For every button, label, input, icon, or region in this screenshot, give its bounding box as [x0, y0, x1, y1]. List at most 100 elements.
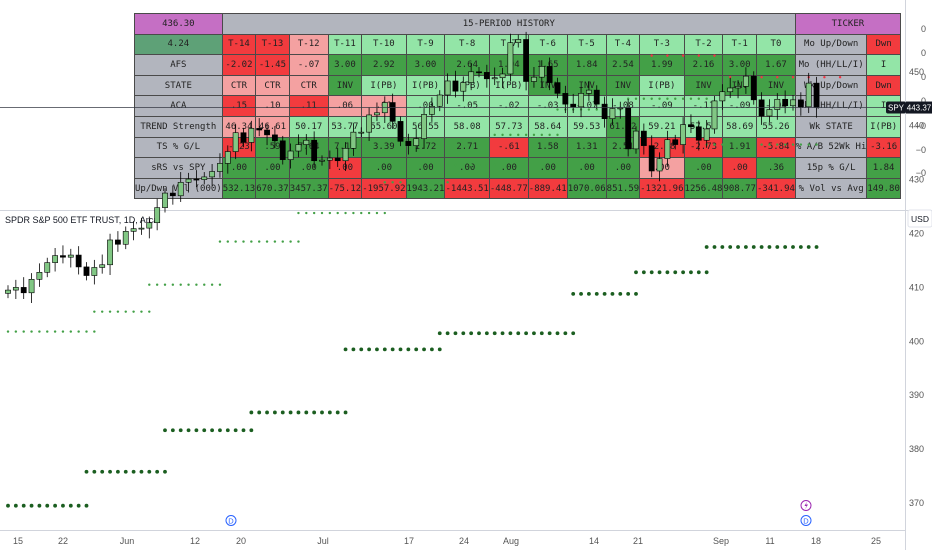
dark-dot: [45, 503, 50, 508]
table-row: 4.24T-14T-13T-12T-11T-10T-9T-8T-7T-6T-5T…: [134, 33, 901, 56]
green-dot: [485, 163, 489, 167]
green-dot: [556, 108, 559, 111]
time-axis-label: 22: [58, 536, 68, 546]
history-cell: 1070.06: [566, 177, 607, 200]
green-dot: [799, 143, 803, 146]
candle-body: [28, 279, 35, 294]
dark-dot: [681, 270, 685, 275]
dark-dot: [100, 469, 105, 474]
candle-body: [719, 91, 726, 102]
dark-dot: [367, 347, 371, 352]
time-axis-label: 18: [811, 536, 821, 546]
dark-dot: [68, 503, 73, 508]
green-dot: [642, 97, 646, 100]
green-dot: [265, 240, 269, 243]
candle-body: [256, 128, 263, 131]
history-cell: 3.39: [361, 136, 407, 159]
red-dot: [823, 75, 826, 79]
history-cell: 59.21: [639, 115, 685, 138]
dark-dot: [422, 347, 426, 352]
green-dot: [210, 283, 214, 286]
candle-body: [593, 89, 600, 105]
candle-body: [476, 71, 482, 74]
dark-dot: [437, 331, 442, 336]
history-cell: 2.16: [683, 54, 724, 76]
candle-body: [758, 99, 765, 117]
dividend-marker-text: D: [228, 517, 234, 526]
green-dot: [674, 97, 677, 100]
dark-dot: [186, 428, 191, 433]
green-dot: [367, 211, 371, 215]
dark-dot: [571, 291, 576, 296]
candlesticks: [5, 31, 820, 304]
dark-dot: [249, 410, 254, 415]
chart-title: SPDR S&P 500 ETF TRUST, 1D, Arca: [5, 215, 158, 225]
candle-body: [531, 76, 537, 82]
green-dot: [53, 330, 57, 333]
time-axis-label: 15: [13, 536, 23, 546]
history-cell: -.09: [639, 95, 685, 117]
dark-dot: [155, 469, 160, 474]
history-cell: T-14: [221, 33, 257, 56]
green-dot: [752, 143, 755, 146]
candle-body: [735, 86, 741, 89]
candle-body: [625, 107, 632, 150]
history-cell: .00: [722, 157, 757, 179]
candle-body: [342, 148, 349, 162]
event-marker-1[interactable]: D: [225, 515, 237, 526]
candle-body: [680, 124, 686, 145]
candle-body: [12, 287, 19, 291]
green-dot: [108, 310, 112, 313]
green-dot: [218, 240, 222, 243]
dark-dot: [382, 347, 387, 352]
candle-body: [44, 262, 51, 273]
green-dot: [148, 310, 151, 313]
dividend-marker-text: D: [803, 517, 809, 526]
green-dot: [556, 133, 559, 137]
history-cell: .00: [327, 157, 363, 179]
green-dot: [446, 181, 449, 184]
candle-body: [264, 129, 270, 136]
event-marker-2[interactable]: [800, 500, 812, 511]
history-cell: T0: [755, 33, 796, 56]
dark-dot: [84, 503, 89, 508]
time-axis-label: Jul: [317, 536, 329, 546]
candle-body: [271, 134, 278, 142]
row-label-cell: sRS vs SPY: [134, 157, 223, 179]
green-dot: [768, 143, 771, 146]
candle-body: [303, 139, 310, 145]
dark-dot: [194, 428, 199, 433]
green-dot: [721, 143, 724, 146]
history-cell: T-13: [255, 33, 290, 56]
red-dot: [760, 75, 763, 79]
green-dot: [46, 330, 49, 333]
candle-body: [742, 75, 749, 87]
green-dot: [383, 211, 386, 215]
dark-dot: [492, 331, 497, 336]
green-dot: [697, 97, 700, 100]
dark-dot: [21, 503, 26, 508]
history-cell: .00: [605, 157, 641, 179]
history-cell: I(PB): [639, 74, 685, 97]
candle-body: [169, 192, 176, 197]
green-dot: [179, 283, 182, 286]
candle-body: [601, 103, 608, 119]
green-dots: [6, 97, 818, 333]
time-axis-label: 20: [236, 536, 246, 546]
event-marker-3[interactable]: D: [800, 515, 812, 526]
history-cell: .00: [405, 157, 446, 179]
dark-dot: [618, 291, 623, 296]
dark-dot: [798, 245, 803, 249]
currency-button[interactable]: [907, 209, 932, 228]
history-cell: 670.37: [255, 177, 290, 200]
dark-dot: [6, 503, 10, 508]
green-dot: [689, 97, 693, 100]
dark-dot: [280, 410, 285, 415]
green-dot: [422, 181, 426, 184]
dark-dot: [547, 331, 552, 336]
history-cell: -1443.51: [444, 177, 490, 200]
dark-dot: [53, 503, 57, 508]
candle-body: [507, 42, 514, 75]
symbol-tag: [886, 101, 906, 114]
